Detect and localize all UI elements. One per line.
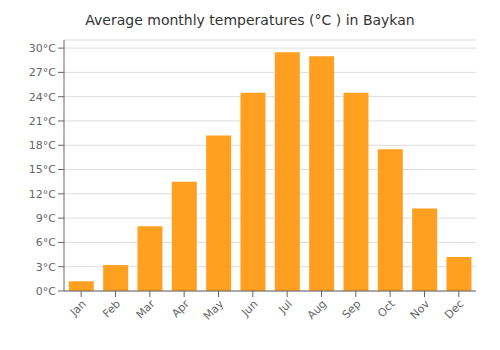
svg-text:Jul: Jul bbox=[276, 297, 295, 316]
html-text:Average monthly temperatures (: Average monthly temperatures (°C ) in Ba… bbox=[85, 12, 415, 28]
svg-text:May: May bbox=[201, 297, 227, 323]
svg-text:Jun: Jun bbox=[238, 297, 260, 319]
svg-text:Dec: Dec bbox=[442, 297, 466, 321]
svg-text:15°C: 15°C bbox=[29, 163, 56, 176]
svg-text:27°C: 27°C bbox=[29, 66, 56, 79]
svg-text:Nov: Nov bbox=[408, 297, 433, 322]
svg-text:21°C: 21°C bbox=[29, 115, 56, 128]
svg-text:Jan: Jan bbox=[67, 297, 89, 319]
svg-text:30°C: 30°C bbox=[29, 42, 56, 55]
svg-text:0°C: 0°C bbox=[36, 285, 56, 298]
svg-text:9°C: 9°C bbox=[36, 212, 56, 225]
svg-text:Oct: Oct bbox=[375, 297, 398, 320]
svg-text:Sep: Sep bbox=[340, 297, 364, 321]
svg-text:3°C: 3°C bbox=[36, 261, 56, 274]
svg-text:Feb: Feb bbox=[100, 297, 123, 320]
svg-text:12°C: 12°C bbox=[29, 188, 56, 201]
svg-text:18°C: 18°C bbox=[29, 139, 56, 152]
svg-text:Mar: Mar bbox=[134, 297, 158, 321]
svg-text:6°C: 6°C bbox=[36, 236, 56, 249]
svg-text:24°C: 24°C bbox=[29, 91, 56, 104]
svg-text:Aug: Aug bbox=[305, 297, 329, 321]
svg-text:Apr: Apr bbox=[169, 297, 192, 320]
